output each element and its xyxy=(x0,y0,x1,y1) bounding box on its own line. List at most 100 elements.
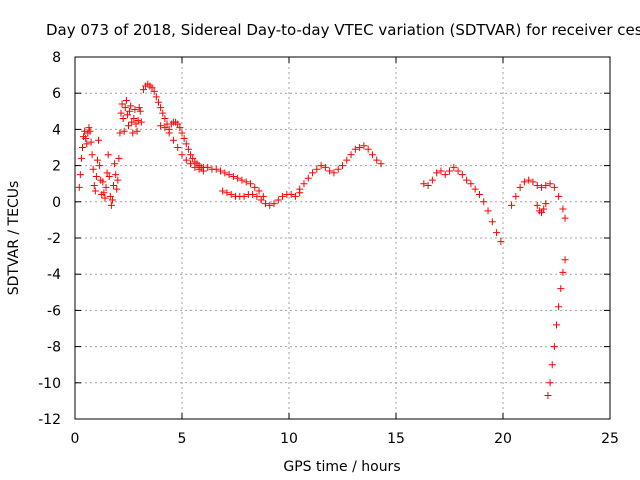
data-point xyxy=(128,118,136,126)
y-tick-label: 0 xyxy=(52,195,61,211)
data-point xyxy=(76,171,84,179)
data-point xyxy=(96,162,104,170)
data-point xyxy=(542,182,550,190)
data-point xyxy=(296,185,304,193)
data-point xyxy=(112,171,120,179)
data-point xyxy=(92,172,100,180)
data-point xyxy=(148,84,156,92)
series-inner-arc xyxy=(157,122,207,175)
data-point xyxy=(103,169,111,177)
series-evening xyxy=(508,176,569,222)
data-point xyxy=(75,183,83,191)
data-point xyxy=(154,98,162,106)
x-tick-label: 0 xyxy=(71,431,80,447)
data-point xyxy=(77,154,85,162)
data-point xyxy=(217,167,225,175)
data-point xyxy=(104,151,112,159)
data-point xyxy=(347,151,355,159)
data-point xyxy=(450,163,458,171)
data-point xyxy=(165,129,173,137)
data-point xyxy=(119,115,127,123)
data-point xyxy=(169,136,177,144)
data-point xyxy=(129,129,137,137)
series-evening-dip xyxy=(533,200,550,217)
data-point xyxy=(544,391,552,399)
data-point xyxy=(182,156,190,164)
data-point xyxy=(126,107,134,115)
x-tick-label: 15 xyxy=(387,431,405,447)
data-point xyxy=(242,178,250,186)
data-point xyxy=(550,183,558,191)
data-point xyxy=(516,183,524,191)
x-tick-label: 25 xyxy=(601,431,619,447)
data-point xyxy=(101,194,109,202)
series-mid-day xyxy=(296,142,385,193)
data-point xyxy=(113,185,121,193)
y-tick-label: 6 xyxy=(52,86,61,102)
data-point xyxy=(240,192,248,200)
data-point xyxy=(433,169,441,177)
data-point xyxy=(520,178,528,186)
data-point xyxy=(150,87,158,95)
data-point xyxy=(118,100,126,108)
data-point xyxy=(157,122,165,130)
data-point xyxy=(497,238,505,246)
data-point xyxy=(182,140,190,148)
data-point xyxy=(221,169,229,177)
data-point xyxy=(508,201,516,209)
data-point xyxy=(195,165,203,173)
data-point xyxy=(475,191,483,199)
data-point xyxy=(559,268,567,276)
data-point xyxy=(343,156,351,164)
data-point xyxy=(317,162,325,170)
data-point xyxy=(125,122,132,130)
data-point xyxy=(259,192,267,200)
data-point xyxy=(480,198,488,206)
data-point xyxy=(111,160,119,168)
data-point xyxy=(441,171,449,179)
data-point xyxy=(553,321,560,329)
data-point xyxy=(204,163,212,171)
data-point xyxy=(123,111,131,119)
data-point xyxy=(559,205,567,213)
data-point xyxy=(157,104,165,112)
data-point xyxy=(212,165,220,173)
data-point xyxy=(86,127,94,135)
data-point xyxy=(137,118,145,126)
data-point xyxy=(176,124,184,132)
data-point xyxy=(246,180,254,188)
data-point xyxy=(161,115,169,123)
data-point xyxy=(91,187,99,195)
data-point xyxy=(90,182,98,190)
data-point xyxy=(274,196,282,204)
data-point xyxy=(105,172,113,180)
data-point xyxy=(180,134,188,142)
series-day-arc xyxy=(139,80,267,200)
data-point xyxy=(82,134,90,142)
data-point xyxy=(95,136,103,144)
data-point xyxy=(152,93,160,101)
data-point xyxy=(191,163,199,171)
data-point xyxy=(351,145,359,153)
data-point xyxy=(88,151,96,159)
data-point xyxy=(428,176,436,184)
y-tick-label: 2 xyxy=(52,159,61,175)
data-point xyxy=(266,201,274,209)
data-point xyxy=(229,172,237,180)
data-point xyxy=(279,192,287,200)
data-point xyxy=(300,180,308,188)
data-point xyxy=(174,120,182,128)
plot-frame xyxy=(74,56,611,420)
data-point xyxy=(493,229,501,237)
data-point xyxy=(234,174,242,182)
data-point xyxy=(107,201,115,209)
y-tick-label: -12 xyxy=(38,412,61,428)
data-point xyxy=(100,189,108,197)
data-point xyxy=(458,171,466,179)
data-point xyxy=(533,182,541,190)
data-point xyxy=(339,162,346,170)
data-point xyxy=(108,196,116,204)
y-tick-label: -2 xyxy=(47,231,61,247)
data-point xyxy=(261,200,269,208)
chart-title: Day 073 of 2018, Sidereal Day-to-day VTE… xyxy=(46,21,640,39)
